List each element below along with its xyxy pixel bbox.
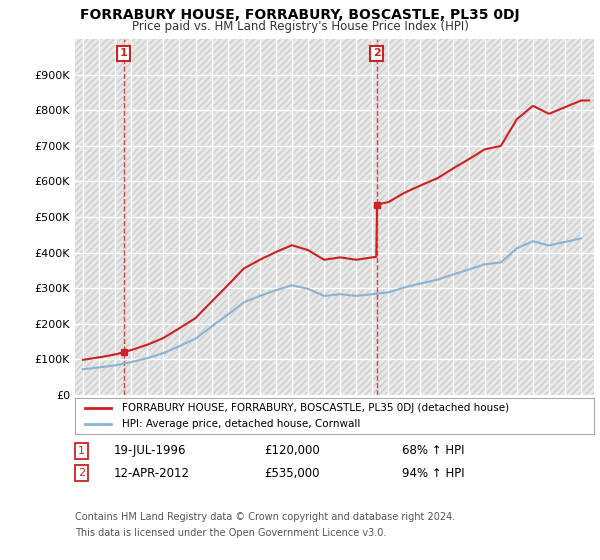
Text: FORRABURY HOUSE, FORRABURY, BOSCASTLE, PL35 0DJ (detached house): FORRABURY HOUSE, FORRABURY, BOSCASTLE, P…: [122, 403, 509, 413]
Text: 2: 2: [78, 468, 85, 478]
Text: 2: 2: [373, 48, 380, 58]
Text: HPI: Average price, detached house, Cornwall: HPI: Average price, detached house, Corn…: [122, 419, 360, 429]
Text: £120,000: £120,000: [264, 444, 320, 458]
Text: This data is licensed under the Open Government Licence v3.0.: This data is licensed under the Open Gov…: [75, 528, 386, 538]
Text: £535,000: £535,000: [264, 466, 320, 480]
Text: FORRABURY HOUSE, FORRABURY, BOSCASTLE, PL35 0DJ: FORRABURY HOUSE, FORRABURY, BOSCASTLE, P…: [80, 8, 520, 22]
Text: 12-APR-2012: 12-APR-2012: [114, 466, 190, 480]
Text: Contains HM Land Registry data © Crown copyright and database right 2024.: Contains HM Land Registry data © Crown c…: [75, 512, 455, 522]
Text: 68% ↑ HPI: 68% ↑ HPI: [402, 444, 464, 458]
Text: 1: 1: [78, 446, 85, 456]
Text: 94% ↑ HPI: 94% ↑ HPI: [402, 466, 464, 480]
Text: Price paid vs. HM Land Registry's House Price Index (HPI): Price paid vs. HM Land Registry's House …: [131, 20, 469, 33]
Text: 19-JUL-1996: 19-JUL-1996: [114, 444, 187, 458]
Text: 1: 1: [120, 48, 128, 58]
